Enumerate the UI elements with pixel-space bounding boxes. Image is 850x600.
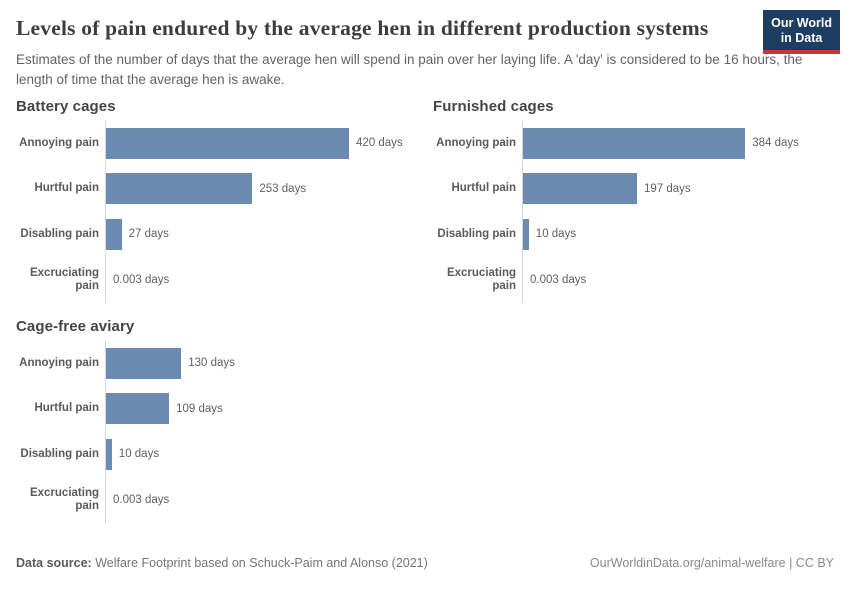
bar-rows: Annoying pain 384 days Hurtful pain 197 day… (433, 120, 834, 303)
value-label: 197 days (644, 182, 691, 195)
bar-track: 420 days (105, 120, 433, 166)
chart-section-title: Cage-free aviary (16, 317, 135, 335)
category-label: Annoying pain (436, 136, 516, 149)
category-label: Annoying pain (19, 136, 99, 149)
chart-section-title: Battery cages (16, 97, 116, 115)
bar-track: 130 days (105, 340, 433, 386)
category-label: Excruciating pain (29, 267, 99, 292)
bar-row: Excruciating pain 0.003 days (16, 477, 433, 523)
bar-row: Disabling pain 10 days (433, 211, 834, 257)
value-label: 0.003 days (113, 273, 170, 286)
bar-track: 384 days (522, 120, 834, 166)
data-source-label: Data source: (16, 555, 92, 570)
chart-battery-cages: Battery cages Annoying pain 420 days Hurtfu… (16, 98, 433, 303)
bar (523, 127, 746, 159)
bar (106, 218, 122, 250)
category-label: Disabling pain (20, 447, 99, 460)
bar-track: 10 days (105, 431, 433, 477)
bar-row: Hurtful pain 253 days (16, 166, 433, 212)
category-label: Disabling pain (437, 227, 516, 240)
data-source-text: Welfare Footprint based on Schuck-Paim a… (91, 555, 428, 570)
small-multiples: Battery cages Annoying pain 420 days Hurtfu… (16, 98, 834, 538)
category-label: Excruciating pain (446, 267, 516, 292)
chart-furnished-cages: Furnished cages Annoying pain 384 days Hurt… (433, 98, 834, 303)
bar (523, 218, 529, 250)
bar-rows: Annoying pain 130 days Hurtful pain 109 day… (16, 340, 433, 523)
bar-row: Hurtful pain 109 days (16, 386, 433, 432)
bar-row: Hurtful pain 197 days (433, 166, 834, 212)
bar-track: 197 days (522, 166, 834, 212)
value-label: 130 days (188, 357, 235, 370)
bar-track: 0.003 days (105, 257, 433, 303)
bar-row: Annoying pain 130 days (16, 340, 433, 386)
bar (106, 347, 182, 379)
value-label: 420 days (356, 137, 403, 150)
bar (106, 173, 253, 205)
bar-track: 27 days (105, 211, 433, 257)
bar-track: 10 days (522, 211, 834, 257)
chart-subtitle: Estimates of the number of days that the… (16, 52, 803, 87)
value-label: 109 days (176, 402, 223, 415)
category-label: Hurtful pain (34, 182, 99, 195)
category-label: Excruciating pain (29, 487, 99, 512)
bar (523, 173, 637, 205)
value-label: 10 days (118, 448, 160, 461)
value-label: 384 days (752, 137, 799, 150)
bar-row: Annoying pain 420 days (16, 120, 433, 166)
bar-row: Disabling pain 10 days (16, 431, 433, 477)
value-label: 27 days (128, 228, 169, 241)
page-title: Levels of pain endured by the average he… (16, 16, 709, 40)
credit-line: OurWorldinData.org/animal-welfare | CC B… (589, 555, 834, 570)
owid-logo: Our World in Data (763, 10, 840, 54)
owid-logo-line1: Our World (771, 16, 832, 30)
owid-logo-line2: in Data (780, 30, 823, 45)
value-label: 0.003 days (530, 273, 587, 286)
category-label: Hurtful pain (451, 182, 516, 195)
category-label: Disabling pain (20, 227, 99, 240)
bar-track: 0.003 days (105, 477, 433, 523)
chart-cage-free-aviary: Cage-free aviary Annoying pain 130 days Hur… (16, 318, 433, 523)
category-label: Annoying pain (19, 356, 99, 369)
bar-rows: Annoying pain 420 days Hurtful pain 253 day… (16, 120, 433, 303)
category-label: Hurtful pain (34, 402, 99, 415)
data-source: Data source: Welfare Footprint based on … (16, 556, 428, 570)
bar-track: 109 days (105, 386, 433, 432)
chart-section-title: Furnished cages (433, 97, 554, 115)
chart-footer: Data source: Welfare Footprint based on … (16, 556, 834, 570)
bar-row: Excruciating pain 0.003 days (16, 257, 433, 303)
value-label: 253 days (259, 182, 307, 195)
bar-row: Disabling pain 27 days (16, 211, 433, 257)
bar (106, 393, 170, 425)
bar-track: 253 days (105, 166, 433, 212)
value-label: 10 days (535, 228, 577, 241)
bar (106, 127, 349, 159)
value-label: 0.003 days (113, 493, 170, 506)
bar-track: 0.003 days (522, 257, 834, 303)
bar (106, 438, 112, 470)
bar-row: Excruciating pain 0.003 days (433, 257, 834, 303)
bar-row: Annoying pain 384 days (433, 120, 834, 166)
